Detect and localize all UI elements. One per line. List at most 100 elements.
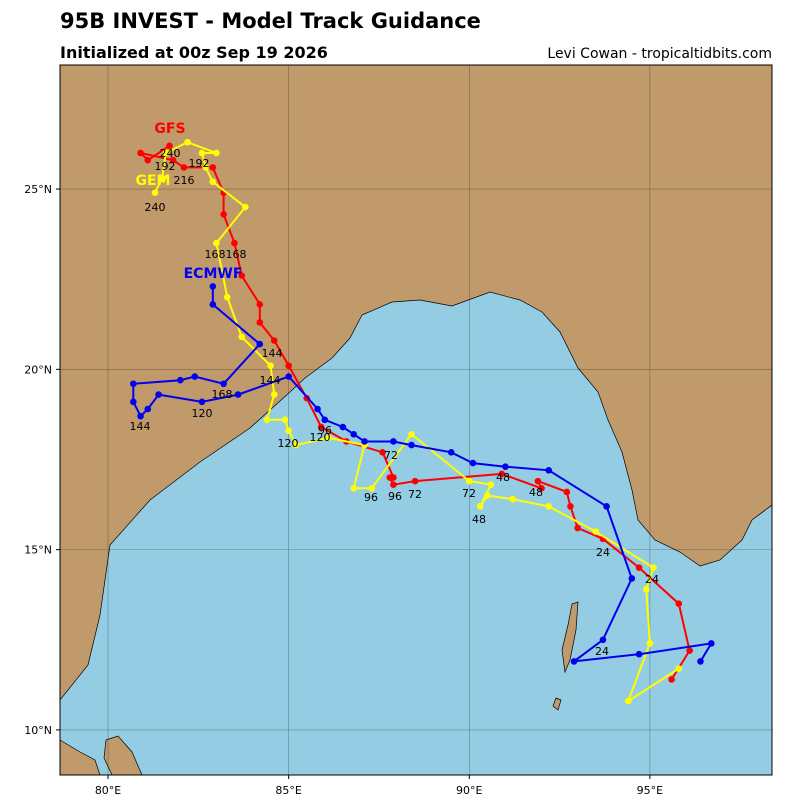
x-tick-label: 85°E bbox=[275, 784, 301, 797]
track-point bbox=[563, 488, 571, 496]
hour-label: 24 bbox=[645, 573, 659, 586]
track-point bbox=[339, 423, 347, 431]
track-point bbox=[469, 459, 477, 467]
track-point bbox=[238, 333, 246, 341]
track-point bbox=[256, 340, 264, 348]
track-point bbox=[270, 337, 278, 344]
track-point bbox=[220, 210, 227, 218]
hour-label: 96 bbox=[318, 424, 332, 437]
hour-label: 48 bbox=[472, 513, 486, 526]
track-point bbox=[209, 283, 217, 290]
track-point bbox=[321, 416, 329, 424]
track-point bbox=[158, 174, 166, 182]
track-point bbox=[447, 448, 455, 456]
legend-label: ECMWF bbox=[184, 266, 243, 282]
frame bbox=[59, 64, 773, 776]
track-point bbox=[624, 697, 632, 705]
coast bbox=[60, 739, 101, 775]
track-point bbox=[285, 362, 292, 370]
hour-label: 144 bbox=[130, 420, 151, 433]
track-point bbox=[592, 528, 600, 535]
track-point bbox=[263, 416, 271, 424]
sri-lanka bbox=[103, 735, 143, 775]
track-point bbox=[686, 647, 693, 654]
track-point bbox=[509, 495, 516, 503]
track-point bbox=[144, 405, 152, 413]
y-tick-label: 15°N bbox=[24, 544, 52, 557]
credit: Levi Cowan - tropicaltidbits.com bbox=[547, 46, 772, 62]
track-point bbox=[675, 600, 683, 608]
hour-label: 168 bbox=[205, 248, 226, 261]
track-point bbox=[390, 474, 397, 481]
track-point bbox=[317, 423, 325, 431]
track-point bbox=[534, 477, 542, 485]
track-point bbox=[408, 441, 415, 449]
legend-label: GEM bbox=[136, 173, 171, 189]
track-point bbox=[368, 485, 376, 492]
track-point bbox=[574, 524, 581, 532]
map bbox=[60, 65, 772, 775]
y-tick-label: 20°N bbox=[24, 363, 52, 376]
track-point bbox=[162, 149, 170, 157]
track-point bbox=[411, 477, 419, 485]
track-point bbox=[184, 138, 191, 146]
track-point bbox=[599, 636, 607, 644]
track-point bbox=[538, 485, 545, 492]
track-point bbox=[635, 650, 643, 658]
track-point bbox=[390, 438, 397, 445]
track-point bbox=[285, 427, 292, 434]
track-point bbox=[270, 391, 278, 398]
track-point bbox=[198, 398, 206, 406]
track-point bbox=[209, 301, 217, 308]
track-point bbox=[635, 564, 643, 571]
chart-title: 95B INVEST - Model Track Guidance bbox=[60, 9, 481, 33]
track-point bbox=[180, 164, 188, 171]
track-point bbox=[137, 412, 144, 420]
track-point bbox=[220, 380, 227, 388]
track-point bbox=[155, 391, 162, 398]
track-point bbox=[350, 485, 357, 492]
andaman-islands bbox=[561, 601, 579, 674]
hour-label: 216 bbox=[174, 174, 195, 187]
track-point bbox=[350, 430, 357, 438]
hour-label: 24 bbox=[596, 546, 610, 559]
hour-label: 144 bbox=[262, 347, 283, 360]
track-point bbox=[545, 467, 553, 474]
nicobar-islands bbox=[552, 697, 562, 711]
hour-label: 24 bbox=[595, 645, 609, 658]
hour-label: 168 bbox=[212, 388, 233, 401]
track-point bbox=[267, 362, 274, 370]
hour-label: 72 bbox=[462, 487, 476, 500]
track-point bbox=[314, 405, 321, 413]
track-point bbox=[567, 503, 574, 510]
hour-label: 192 bbox=[155, 160, 176, 173]
hour-label: 168 bbox=[226, 248, 247, 261]
hour-label: 72 bbox=[408, 488, 422, 501]
hour-label: 120 bbox=[278, 437, 299, 450]
track-point bbox=[408, 430, 415, 438]
hour-label: 120 bbox=[192, 407, 213, 420]
y-tick-label: 25°N bbox=[24, 183, 52, 196]
track-point bbox=[234, 391, 242, 398]
track-point bbox=[708, 640, 715, 647]
legend-label: GFS bbox=[154, 121, 185, 137]
track-point bbox=[628, 575, 636, 582]
hour-label: 72 bbox=[384, 449, 398, 462]
track-point bbox=[476, 503, 484, 510]
track-point bbox=[256, 301, 264, 308]
track-line bbox=[132, 286, 714, 663]
track-point bbox=[281, 416, 289, 424]
track-point bbox=[209, 164, 217, 171]
track-point bbox=[285, 373, 292, 380]
track-point bbox=[570, 658, 578, 665]
track-point bbox=[675, 665, 683, 672]
track-point bbox=[484, 492, 491, 499]
hour-label: 48 bbox=[529, 486, 543, 499]
chart-subtitle: Initialized at 00z Sep 19 2026 bbox=[60, 43, 328, 62]
track-point bbox=[668, 676, 675, 683]
track-point bbox=[166, 142, 173, 150]
track-point bbox=[202, 164, 209, 171]
track-point bbox=[502, 463, 509, 470]
x-tick-label: 80°E bbox=[95, 784, 121, 797]
hour-label: 48 bbox=[496, 471, 510, 484]
